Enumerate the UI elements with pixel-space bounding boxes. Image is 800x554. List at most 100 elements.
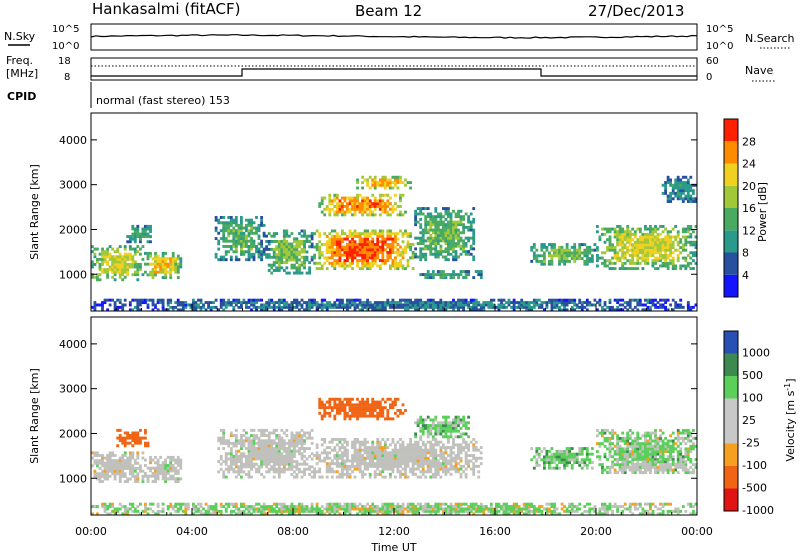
range-cell [376, 303, 380, 307]
colorbar-segment [724, 274, 738, 297]
range-cell [540, 248, 544, 252]
range-cell [154, 273, 157, 277]
range-cell [394, 456, 397, 460]
range-cell [245, 218, 248, 222]
range-cell [376, 251, 380, 254]
range-cell [583, 262, 587, 266]
range-cell [671, 261, 675, 265]
range-cell [136, 268, 140, 272]
range-cell [300, 240, 304, 243]
range-cell [139, 301, 142, 305]
range-cell [358, 245, 362, 249]
range-cell [472, 467, 476, 471]
range-cell [666, 261, 670, 265]
range-cell [442, 415, 445, 419]
range-cell [330, 202, 334, 206]
range-cell [439, 276, 443, 280]
range-cell [580, 243, 584, 247]
range-cell [585, 308, 589, 312]
range-cell [341, 237, 344, 241]
range-cell [376, 181, 380, 185]
range-cell [176, 477, 180, 481]
range-cell [454, 225, 458, 229]
range-cell [368, 446, 372, 450]
range-cell [242, 439, 246, 443]
range-cell [563, 298, 567, 302]
range-cell [285, 462, 289, 466]
range-cell [91, 245, 94, 249]
range-cell [257, 226, 261, 230]
range-cell [353, 305, 357, 309]
range-cell [250, 444, 253, 448]
range-cell [626, 232, 630, 236]
range-cell [381, 232, 385, 236]
range-cell [232, 234, 236, 238]
range-cell [257, 447, 261, 451]
range-cell [303, 261, 306, 265]
range-cell [532, 245, 536, 249]
range-cell [553, 455, 556, 459]
range-cell [351, 303, 354, 307]
range-cell [474, 305, 478, 309]
range-cell [234, 216, 238, 219]
range-cell [156, 474, 160, 478]
range-cell [169, 466, 173, 470]
range-cell [328, 303, 332, 307]
range-cell [320, 438, 324, 441]
range-cell [333, 199, 337, 203]
range-cell [293, 266, 296, 270]
range-cell [333, 403, 337, 407]
range-cell [477, 270, 481, 274]
range-cell [288, 467, 291, 471]
range-cell [234, 457, 238, 461]
range-cell [457, 308, 460, 312]
range-cell [257, 467, 261, 471]
range-cell [308, 261, 312, 265]
range-cell [247, 465, 251, 469]
range-cell [343, 267, 347, 271]
range-cell [111, 469, 115, 473]
range-cell [229, 239, 233, 243]
range-cell [270, 465, 274, 469]
range-cell [368, 411, 372, 415]
range-cell [376, 462, 380, 466]
range-cell [381, 248, 385, 252]
range-cell [684, 264, 688, 268]
range-cell [280, 247, 284, 251]
range-cell [409, 454, 413, 458]
range-cell [570, 308, 574, 312]
range-cell [275, 253, 279, 257]
range-cell [267, 462, 271, 466]
range-cell [267, 439, 271, 443]
range-cell [245, 431, 248, 435]
range-cell [439, 424, 443, 428]
range-cell [305, 301, 309, 305]
range-cell [222, 301, 226, 305]
range-cell [227, 465, 231, 469]
scatter-region [265, 229, 314, 275]
range-cell [325, 205, 329, 208]
range-cell [608, 267, 612, 271]
range-cell [436, 470, 440, 474]
range-cell [139, 247, 142, 251]
range-cell [358, 451, 362, 455]
range-cell [305, 237, 309, 241]
range-cell [467, 252, 471, 256]
range-cell [363, 446, 367, 450]
range-cell [454, 435, 458, 439]
range-cell [381, 448, 385, 452]
range-cell [280, 253, 284, 257]
range-cell [447, 424, 450, 428]
range-cell [389, 451, 392, 455]
range-cell [341, 213, 344, 217]
range-cell [671, 298, 675, 302]
range-cell [414, 305, 418, 309]
range-cell [669, 197, 673, 201]
range-cell [578, 449, 582, 453]
range-cell [288, 308, 291, 312]
range-cell [366, 202, 370, 206]
nave-tick-bottom: 0 [706, 72, 712, 83]
range-cell [341, 403, 344, 407]
colorbar-tick-label: 28 [742, 135, 756, 148]
range-cell [272, 308, 276, 312]
